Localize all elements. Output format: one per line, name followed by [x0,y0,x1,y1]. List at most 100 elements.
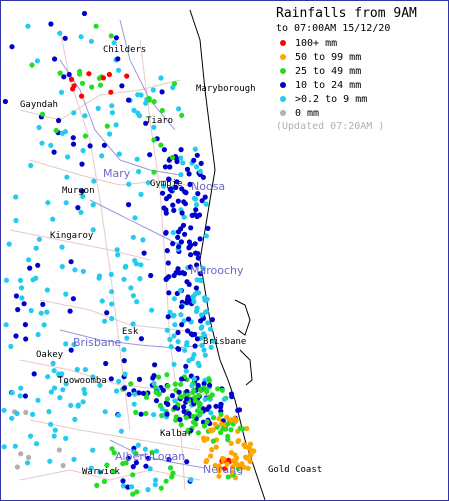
legend-period: to 07:00AM 15/12/20 [276,23,391,34]
rain-station-dot [99,153,105,159]
rain-station-dot [195,360,201,366]
rain-station-dot [200,265,206,271]
rain-station-dot [124,73,130,79]
rain-station-dot [143,100,149,106]
rain-station-dot [200,174,206,180]
rain-station-dot [210,438,216,444]
rain-station-dot [159,107,165,114]
rain-station-dot [21,301,27,307]
rain-station-dot [166,290,172,296]
rain-station-dot [64,174,70,180]
rain-station-dot [167,465,174,471]
legend-title: Rainfalls from 9AM [276,6,417,21]
rain-station-dot [209,428,215,434]
rain-station-dot [19,295,25,301]
rain-station-dot [180,270,186,276]
rain-station-dot [208,453,214,459]
rain-station-dot [186,171,192,177]
rain-station-dot [136,390,142,396]
rain-station-dot [209,447,215,453]
legend-swatch [280,68,286,74]
rain-station-dot [193,308,200,314]
rain-station-dot [192,146,198,152]
rain-station-dot [89,84,95,90]
legend-label: 0 mm [295,107,320,119]
rain-station-dot [40,301,46,307]
rain-station-dot [86,71,92,77]
legend-label: 25 to 49 mm [295,65,362,77]
rain-station-dot [71,341,77,348]
rain-station-dot [126,202,132,208]
rain-station-dot [125,455,131,461]
rain-station-dot [178,172,184,178]
rain-station-dot [91,178,97,184]
rain-station-dot [209,317,215,323]
legend-item: 25 to 49 mm [276,64,444,78]
rain-station-dot [192,394,198,401]
rain-station-dot [136,376,143,382]
rain-station-dot [195,251,201,257]
rain-station-dot [176,106,182,112]
rain-station-dot [207,382,213,388]
legend-item: >0.2 to 9 mm [276,92,444,106]
rain-station-dot [125,484,131,490]
rain-station-dot [48,142,54,148]
rain-station-dot [198,387,204,393]
rain-station-dot [221,396,227,402]
rain-station-dot [35,331,41,338]
rain-station-dot [78,34,84,40]
rain-station-dot [96,273,103,279]
rain-station-dot [116,151,122,157]
rain-station-dot [236,438,242,444]
rain-station-dot [130,472,136,478]
rain-station-dot [202,333,208,339]
rain-station-dot [52,56,58,62]
rain-station-dot [81,10,88,17]
rain-station-dot [95,105,101,111]
rain-station-dot [52,427,58,433]
rain-station-dot [239,461,245,467]
rain-station-dot [185,428,191,434]
rain-station-dot [178,147,184,153]
rain-station-dot [50,216,56,222]
rain-station-dot [187,264,193,270]
rain-station-dot [210,338,216,344]
rain-station-dot [109,316,115,322]
rain-station-dot [193,164,200,170]
rain-station-dot [167,336,173,343]
rain-station-dot [197,168,203,174]
rain-station-dot [248,452,254,458]
rain-station-dot [202,194,208,200]
rain-station-dot [126,181,132,187]
legend-swatch [280,96,286,102]
rain-station-dot [132,258,138,264]
rain-station-dot [171,333,177,339]
rain-station-dot [120,461,126,467]
rain-station-dot [102,409,108,415]
rain-station-dot [241,442,247,448]
rain-station-dot [145,455,151,461]
rain-station-dot [72,416,78,422]
legend-label: >0.2 to 9 mm [295,93,368,105]
rain-station-dot [178,155,184,161]
rain-station-dot [137,276,143,282]
rain-station-dot [97,82,104,88]
rain-station-dot [56,371,62,377]
rain-station-dot [126,391,132,397]
rain-station-dot [195,382,201,388]
rain-station-dot [13,333,19,339]
rain-station-dot [197,271,203,277]
rain-station-dot [170,202,176,208]
rain-station-dot [34,58,41,64]
rain-station-dot [109,301,115,307]
rain-station-dot [170,241,176,247]
rain-station-dot [104,310,110,316]
rain-station-dot [181,318,187,324]
rain-station-dot [136,169,142,175]
basin-label-brisbane: Brisbane [73,336,122,349]
rain-station-dot [151,412,157,418]
rain-station-dot [33,441,40,447]
rain-station-dot [193,207,199,213]
rain-station-dot [77,68,83,75]
rain-station-dot [18,385,24,391]
